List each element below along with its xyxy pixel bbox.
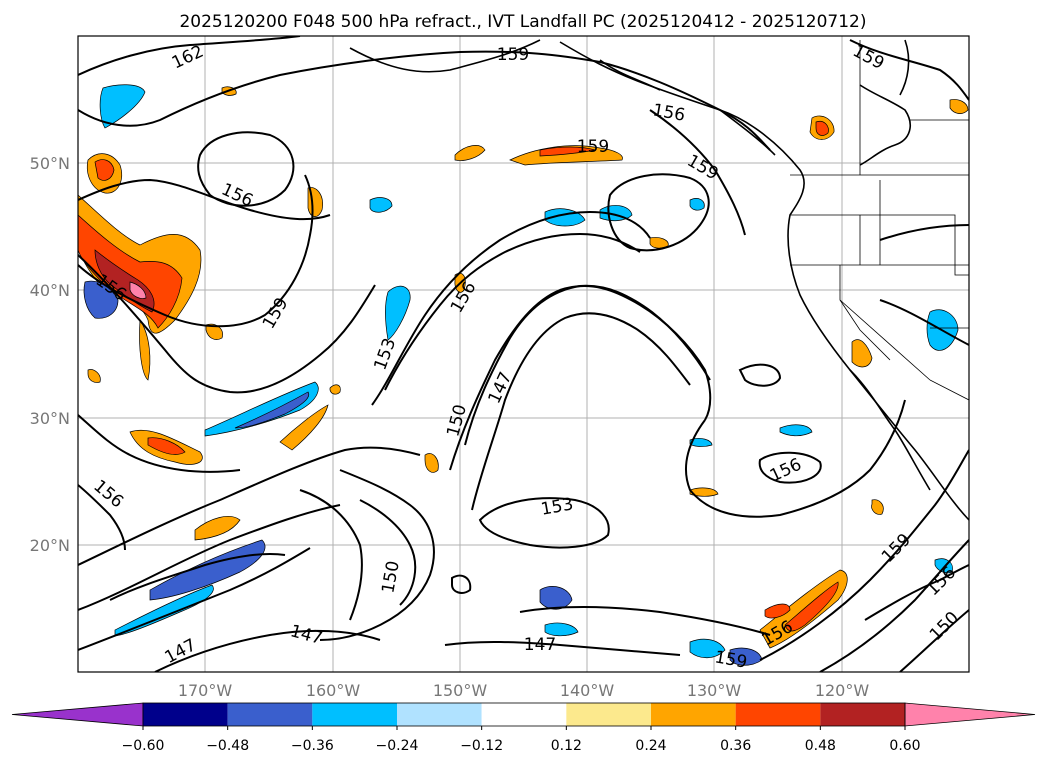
colorbar: −0.60 −0.48 −0.36 −0.24 −0.12 0.12 0.24 0.36 0.4… bbox=[11, 702, 1036, 754]
colorbar-segment bbox=[312, 703, 397, 726]
contour-label: 147 bbox=[524, 635, 556, 655]
latitude-axis: 50°N 40°N 30°N 20°N bbox=[30, 154, 70, 555]
colorbar-segment bbox=[566, 703, 651, 726]
lat-label-50n: 50°N bbox=[30, 154, 70, 173]
contour-lines bbox=[78, 36, 969, 672]
colorbar-segment bbox=[820, 703, 905, 726]
colorbar-segment bbox=[227, 703, 313, 726]
figure-title: 2025120200 F048 500 hPa refract., IVT La… bbox=[179, 12, 866, 32]
colorbar-segment bbox=[143, 703, 228, 726]
gridlines bbox=[78, 36, 969, 672]
colorbar-tick-label: −0.24 bbox=[376, 738, 419, 754]
colorbar-extend-low bbox=[11, 702, 144, 727]
colorbar-segment bbox=[651, 703, 736, 726]
contour-label: 159 bbox=[497, 45, 529, 65]
map-frame bbox=[77, 35, 970, 673]
colorbar-tick-label: 0.48 bbox=[805, 738, 836, 754]
lon-label-160w: 160°W bbox=[306, 681, 361, 700]
colorbar-segment bbox=[735, 703, 821, 726]
lat-label-30n: 30°N bbox=[30, 409, 70, 428]
contour-label: 159 bbox=[713, 647, 748, 672]
lon-label-140w: 140°W bbox=[560, 681, 615, 700]
lat-label-20n: 20°N bbox=[30, 536, 70, 555]
lon-label-150w: 150°W bbox=[433, 681, 488, 700]
longitude-axis: 170°W 160°W 150°W 140°W 130°W 120°W bbox=[178, 681, 870, 700]
lon-label-170w: 170°W bbox=[178, 681, 233, 700]
colorbar-segment bbox=[397, 703, 482, 726]
state-borders bbox=[790, 40, 969, 401]
lon-label-130w: 130°W bbox=[687, 681, 742, 700]
colorbar-frame bbox=[142, 702, 906, 727]
lat-label-40n: 40°N bbox=[30, 281, 70, 300]
colorbar-tick-label: 0.24 bbox=[635, 738, 666, 754]
contour-label: 159 bbox=[577, 137, 609, 157]
colorbar-tick-label: 0.36 bbox=[720, 738, 751, 754]
filled-anomaly-regions bbox=[78, 84, 969, 666]
lon-label-120w: 120°W bbox=[815, 681, 870, 700]
colorbar-tick-label: 0.12 bbox=[551, 738, 582, 754]
colorbar-tick-label: −0.48 bbox=[206, 738, 249, 754]
colorbar-segment bbox=[481, 703, 567, 726]
colorbar-tick-label: 0.60 bbox=[889, 738, 920, 754]
colorbar-tick-label: −0.12 bbox=[460, 738, 503, 754]
colorbar-tick-label: −0.36 bbox=[291, 738, 334, 754]
colorbar-tick-label: −0.60 bbox=[122, 738, 165, 754]
map-panel: 162 159 159 156 159 159 156 156 159 156 … bbox=[30, 35, 970, 700]
colorbar-extend-high bbox=[904, 702, 1036, 727]
